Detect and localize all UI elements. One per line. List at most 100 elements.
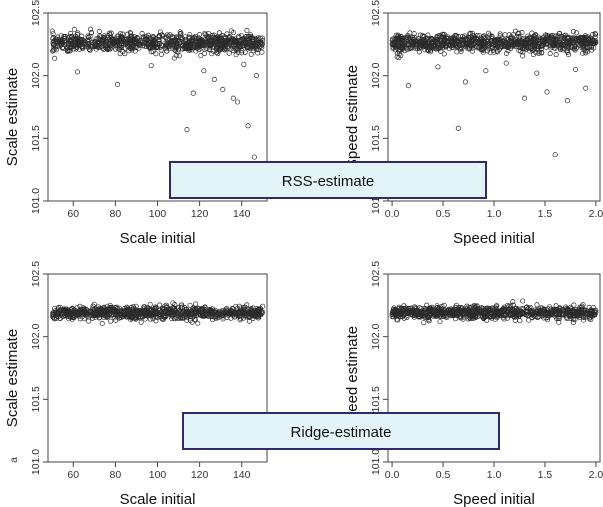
data-point xyxy=(67,309,73,315)
data-point xyxy=(230,29,236,36)
data-point xyxy=(77,39,83,45)
data-point xyxy=(589,37,595,43)
data-point xyxy=(407,30,413,36)
data-point xyxy=(546,33,552,39)
data-point xyxy=(482,314,488,320)
data-point xyxy=(535,34,542,40)
data-point xyxy=(517,39,523,45)
data-point xyxy=(394,43,400,49)
y-axis-title: Scale estimate xyxy=(4,68,21,166)
outlier-point xyxy=(394,54,400,60)
data-point xyxy=(136,42,142,49)
data-point xyxy=(136,40,142,46)
data-point xyxy=(51,38,57,44)
data-point xyxy=(204,39,210,45)
data-point xyxy=(570,29,576,35)
x-tick-label: 2.0 xyxy=(589,208,603,220)
data-point xyxy=(214,49,220,55)
data-point xyxy=(67,314,73,320)
data-point xyxy=(422,47,428,53)
data-point xyxy=(530,52,536,58)
data-point xyxy=(226,35,232,41)
data-point xyxy=(220,40,226,46)
data-point xyxy=(486,43,492,49)
data-point xyxy=(438,42,444,48)
data-point xyxy=(255,35,261,41)
data-point xyxy=(408,45,414,51)
data-point xyxy=(520,310,526,316)
outlier-point xyxy=(74,69,81,75)
data-point xyxy=(422,306,428,312)
data-point xyxy=(184,314,190,320)
data-point xyxy=(184,317,190,323)
data-point xyxy=(158,309,165,315)
data-point xyxy=(133,313,139,319)
data-point xyxy=(494,313,500,319)
data-point xyxy=(193,310,199,316)
data-point xyxy=(246,314,253,321)
data-point xyxy=(161,314,167,320)
data-point xyxy=(239,48,245,54)
data-point xyxy=(91,309,97,315)
data-point xyxy=(172,302,178,308)
x-tick-label: 60 xyxy=(67,208,79,220)
data-point xyxy=(447,310,453,316)
data-point xyxy=(429,306,435,312)
data-point xyxy=(557,305,563,311)
data-point xyxy=(429,37,435,43)
data-point xyxy=(562,42,568,48)
data-band xyxy=(50,300,266,327)
data-point xyxy=(587,314,593,320)
data-point xyxy=(93,36,99,42)
outlier-point xyxy=(544,89,550,95)
outlier-point xyxy=(435,64,441,70)
y-tick-label: 102.0 xyxy=(370,62,382,88)
data-point xyxy=(503,39,509,45)
data-point xyxy=(577,308,583,314)
data-point xyxy=(411,34,417,40)
data-point xyxy=(255,315,262,321)
data-point xyxy=(220,316,226,322)
data-point xyxy=(143,306,149,312)
data-point xyxy=(405,311,411,317)
y-tick-label: 101.5 xyxy=(30,386,42,412)
data-point xyxy=(442,310,448,316)
data-point xyxy=(454,43,460,49)
data-point xyxy=(136,45,142,51)
data-point xyxy=(405,36,411,42)
data-point xyxy=(581,317,587,323)
data-point xyxy=(63,311,69,317)
data-point xyxy=(56,37,62,43)
outlier-point xyxy=(455,125,461,131)
data-point xyxy=(208,41,214,47)
y-axis-title: Speed estimate xyxy=(344,326,361,430)
data-point xyxy=(49,28,55,34)
data-point xyxy=(536,50,542,56)
data-point xyxy=(573,35,579,41)
data-point xyxy=(67,48,73,54)
data-point xyxy=(99,320,105,327)
data-point xyxy=(68,40,74,46)
data-point xyxy=(426,311,432,318)
data-point xyxy=(155,309,161,316)
data-point xyxy=(230,48,236,54)
data-point xyxy=(434,34,440,40)
data-point xyxy=(493,303,499,309)
data-point xyxy=(469,38,475,44)
data-point xyxy=(454,49,460,55)
data-point xyxy=(189,319,195,325)
data-point xyxy=(536,308,542,314)
data-point xyxy=(204,45,210,51)
data-point xyxy=(196,306,202,312)
data-point xyxy=(202,312,208,318)
data-point xyxy=(525,312,531,318)
data-point xyxy=(115,310,121,316)
data-point xyxy=(560,40,567,46)
data-point xyxy=(418,312,424,318)
data-point xyxy=(164,42,170,49)
scatter-panel-speed-rss: 0.0 0.5 1.0 1.5 2.0101.0101.5102.0102.5Speed… xyxy=(344,0,603,247)
data-point xyxy=(443,35,449,41)
data-point xyxy=(146,312,153,319)
data-point xyxy=(539,305,545,311)
outlier-point xyxy=(201,68,207,74)
